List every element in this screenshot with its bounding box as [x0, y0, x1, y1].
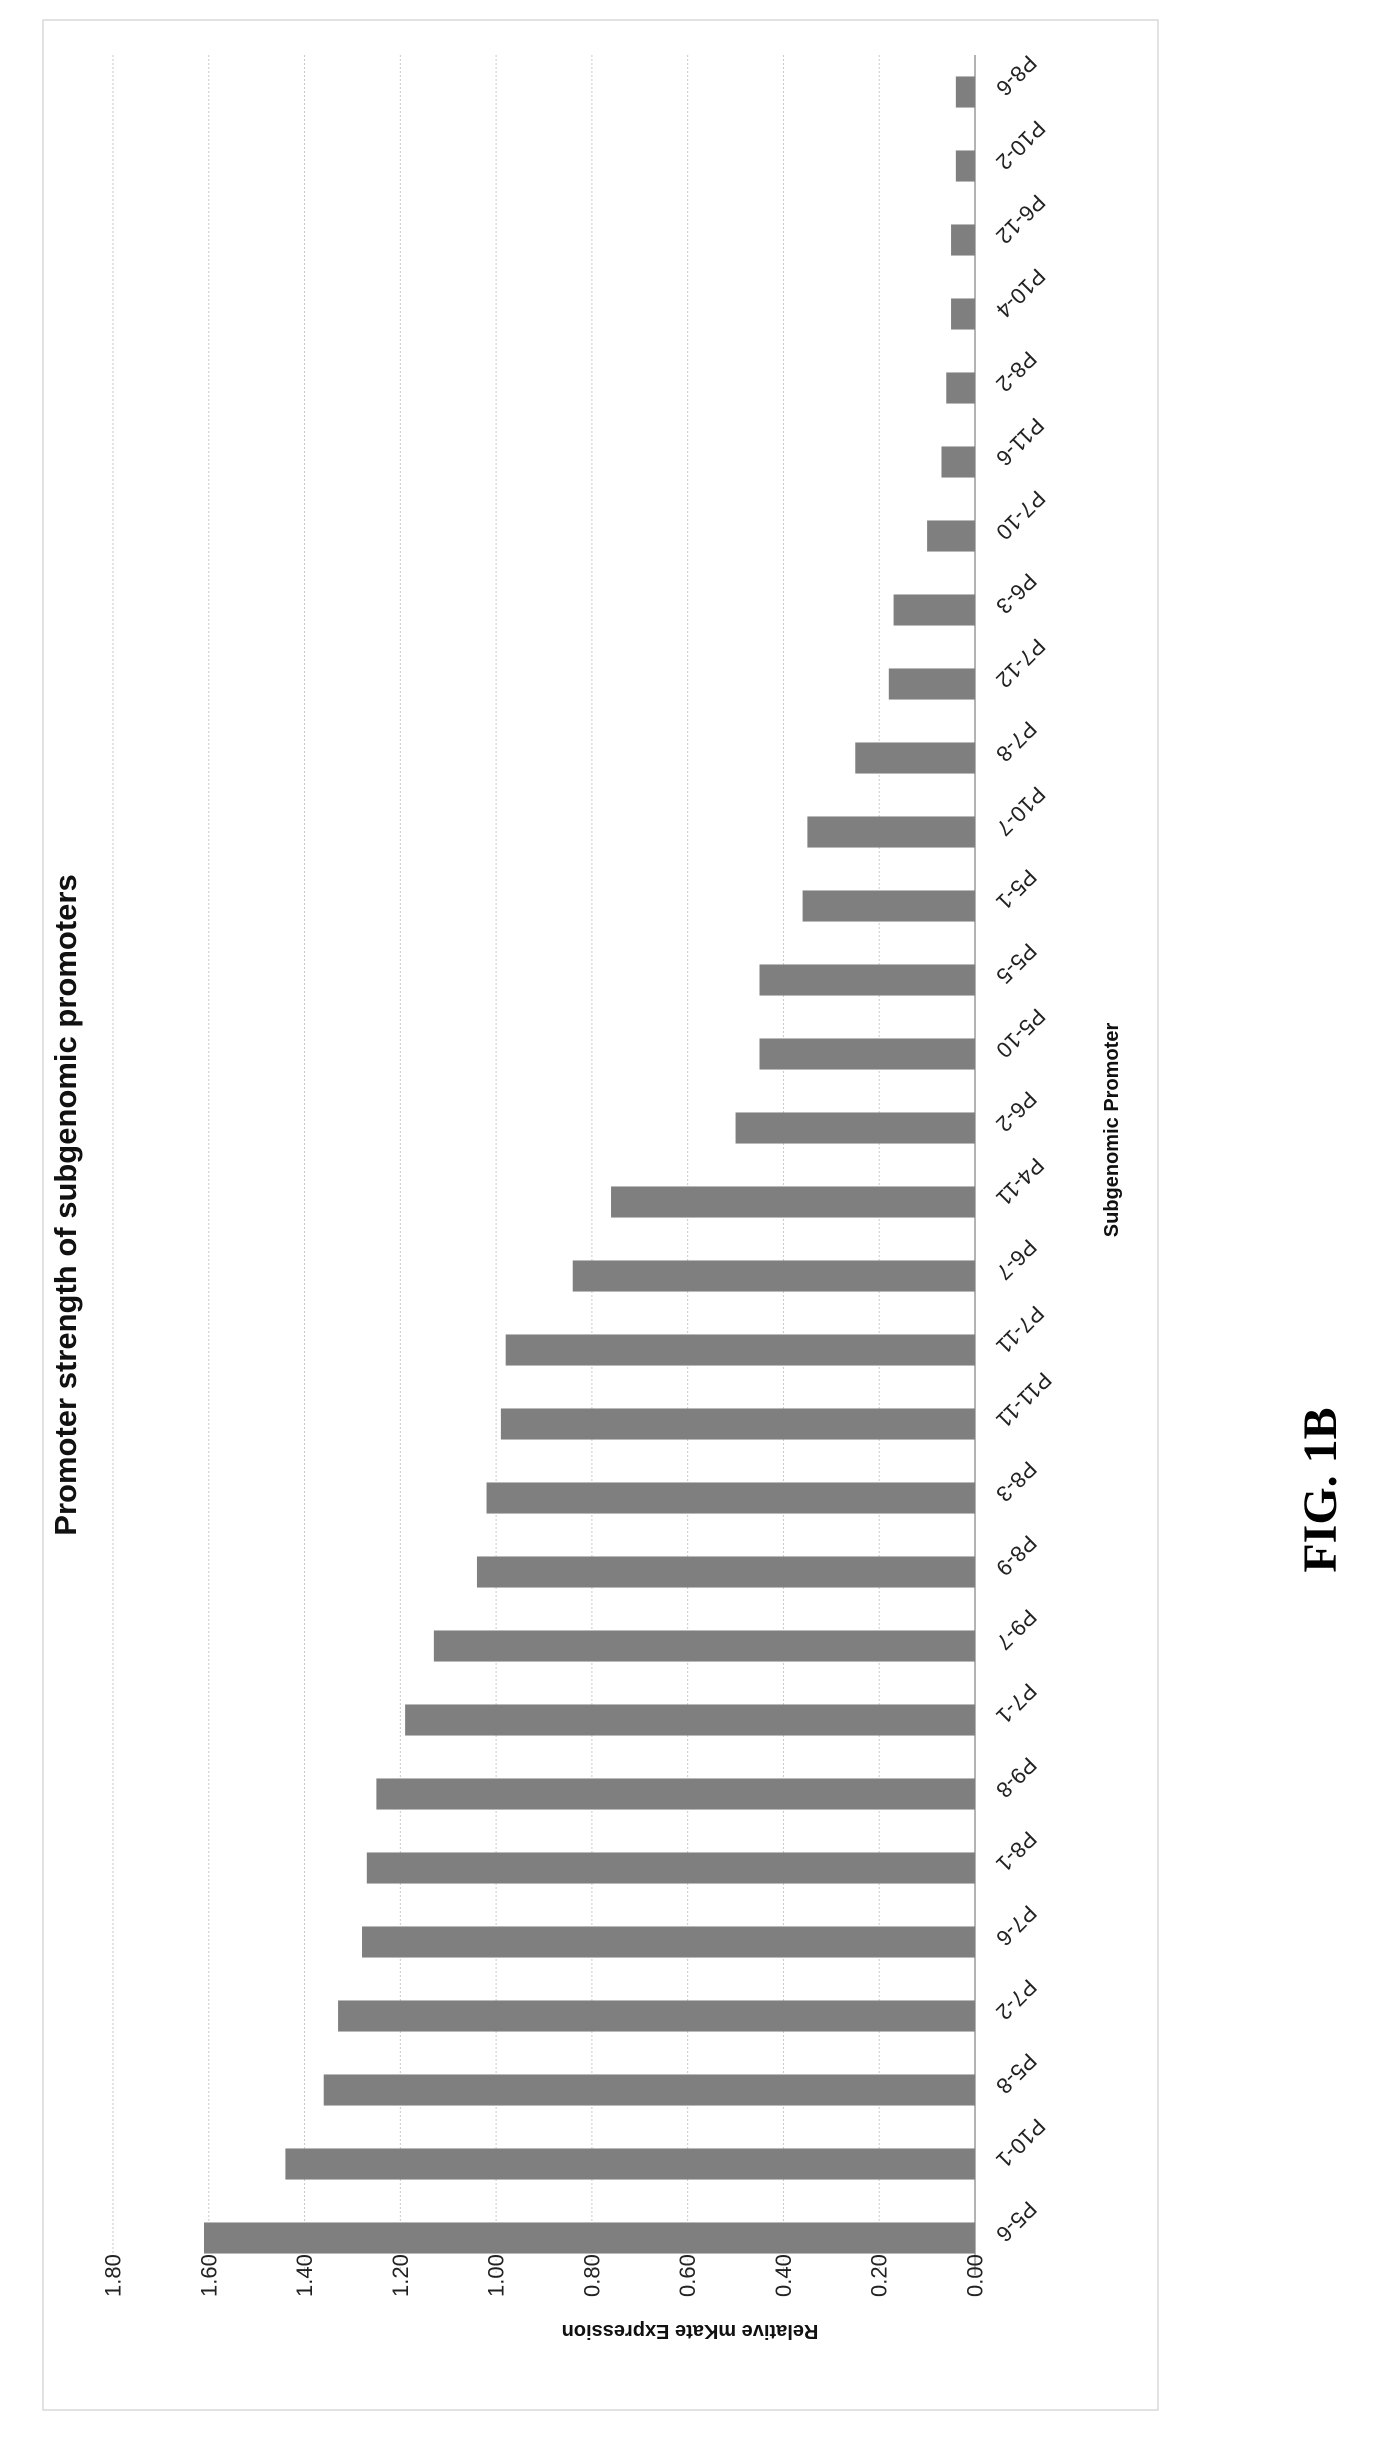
- bar: [951, 298, 975, 330]
- y-tick-label: 0.20: [867, 2254, 892, 2297]
- bar: [893, 594, 975, 626]
- bar: [946, 372, 975, 404]
- bar: [500, 1408, 975, 1440]
- bar: [323, 2074, 975, 2106]
- bar: [505, 1334, 975, 1366]
- bar: [951, 224, 975, 256]
- x-tick-label: P8-6: [991, 50, 1042, 101]
- y-tick-label: 1.80: [101, 2254, 126, 2297]
- x-tick-label: P11-11: [991, 1367, 1057, 1433]
- x-tick-label: P8-9: [991, 1530, 1042, 1581]
- x-tick-label: P5-5: [991, 938, 1042, 989]
- bar: [405, 1704, 976, 1736]
- x-tick-label: P7-12: [991, 634, 1050, 693]
- bar: [572, 1260, 975, 1292]
- x-tick-label: P9-8: [991, 1752, 1042, 1803]
- bar: [285, 2148, 975, 2180]
- bar: [433, 1630, 975, 1662]
- x-tick-label: P8-2: [991, 346, 1042, 397]
- bar: [855, 742, 975, 774]
- bar: [941, 446, 975, 478]
- y-tick-label: 1.60: [196, 2254, 221, 2297]
- x-tick-label: P9-7: [991, 1604, 1042, 1655]
- x-tick-label: P8-1: [991, 1826, 1042, 1877]
- bar: [807, 816, 975, 848]
- x-tick-label: P6-12: [991, 190, 1050, 249]
- x-tick-label: P7-1: [991, 1678, 1042, 1729]
- bar: [338, 2000, 976, 2032]
- bar: [611, 1186, 975, 1218]
- x-tick-label: P4-11: [991, 1153, 1049, 1211]
- x-tick-label: P6-2: [991, 1086, 1042, 1137]
- chart-border: [42, 19, 1159, 2411]
- x-tick-label: P7-2: [991, 1974, 1042, 2025]
- y-axis-title: Relative mKate Expression: [562, 2320, 819, 2342]
- bar: [476, 1556, 975, 1588]
- y-tick-label: 0.80: [579, 2254, 604, 2297]
- bar: [376, 1778, 975, 1810]
- x-tick-label: P10-7: [991, 782, 1050, 841]
- x-tick-label: P5-6: [991, 2196, 1042, 2247]
- y-tick-label: 0.60: [675, 2254, 700, 2297]
- x-tick-label: P11-6: [991, 413, 1049, 471]
- x-tick-label: P10-4: [991, 264, 1050, 323]
- y-tick-label: 1.20: [388, 2254, 413, 2297]
- x-tick-label: P5-10: [991, 1004, 1050, 1063]
- figure-caption: FIG. 1B: [1294, 1407, 1347, 1572]
- bar: [955, 76, 975, 108]
- bar: [802, 890, 975, 922]
- bar: [203, 2222, 975, 2254]
- bar: [366, 1852, 975, 1884]
- y-tick-label: 1.40: [292, 2254, 317, 2297]
- x-tick-label: P5-1: [991, 864, 1042, 915]
- x-tick-label: P6-7: [991, 1234, 1042, 1285]
- x-tick-label: P10-2: [991, 116, 1050, 175]
- x-tick-label: P7-6: [991, 1900, 1042, 1951]
- y-tick-label: 1.00: [484, 2254, 509, 2297]
- x-tick-label: P6-3: [991, 568, 1042, 619]
- x-tick-label: P7-8: [991, 716, 1042, 767]
- bar: [927, 520, 975, 552]
- plot-area: 0.00 0.20 0.40 0.60 0.80 1.00 1.20 1.40 1.60 1.80…: [101, 50, 1057, 2297]
- x-axis-title: Subgenomic Promoter: [1101, 1023, 1123, 1238]
- bar: [735, 1112, 975, 1144]
- y-tick-label: 0.40: [771, 2254, 796, 2297]
- x-tick-label: P7-11: [991, 1301, 1049, 1359]
- chart-title: Promoter strength of subgenomic promoter…: [48, 874, 83, 1535]
- bar: [759, 964, 975, 996]
- bar: [955, 150, 975, 182]
- x-tick-label: P7-10: [991, 486, 1050, 545]
- bar: [362, 1926, 975, 1958]
- x-tick-label: P5-8: [991, 2048, 1042, 2099]
- bar: [759, 1038, 975, 1070]
- x-tick-label: P10-1: [991, 2114, 1050, 2173]
- bar: [888, 668, 975, 700]
- x-tick-label: P8-3: [991, 1456, 1042, 1507]
- bar: [486, 1482, 975, 1514]
- y-tick-label: 0.00: [963, 2254, 988, 2297]
